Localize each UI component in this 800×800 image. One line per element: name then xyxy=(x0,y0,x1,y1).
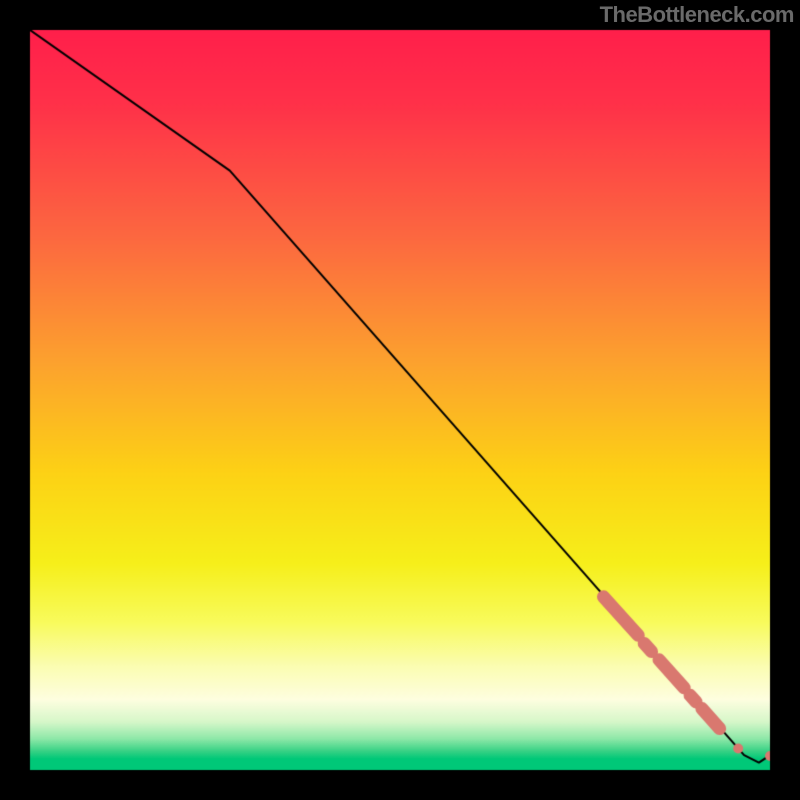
bottleneck-gradient-chart xyxy=(0,0,800,800)
chart-root: TheBottleneck.com xyxy=(0,0,800,800)
